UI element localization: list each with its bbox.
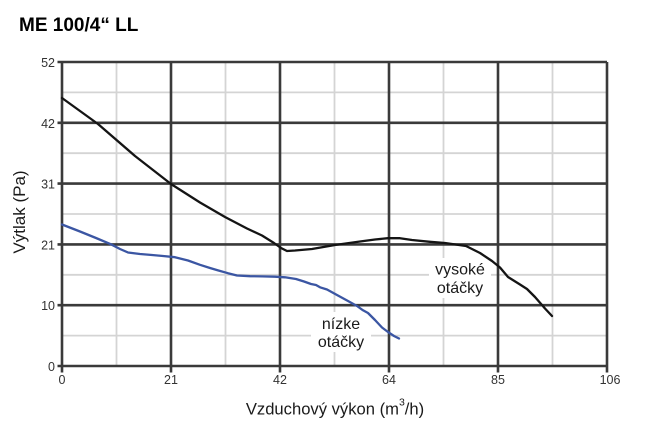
svg-text:21: 21 bbox=[41, 238, 55, 252]
svg-text:64: 64 bbox=[382, 373, 396, 387]
svg-text:Vzduchový výkon (m3/h): Vzduchový výkon (m3/h) bbox=[246, 397, 424, 419]
svg-text:vysoké: vysoké bbox=[435, 262, 485, 279]
svg-text:0: 0 bbox=[48, 360, 55, 374]
svg-text:21: 21 bbox=[164, 373, 178, 387]
svg-text:106: 106 bbox=[600, 373, 621, 387]
svg-text:0: 0 bbox=[59, 373, 66, 387]
svg-text:nízke: nízke bbox=[322, 316, 360, 333]
svg-text:10: 10 bbox=[41, 299, 55, 313]
svg-text:85: 85 bbox=[491, 373, 505, 387]
svg-text:Výtlak (Pa): Výtlak (Pa) bbox=[10, 170, 29, 253]
svg-text:42: 42 bbox=[41, 117, 55, 131]
svg-text:otáčky: otáčky bbox=[318, 334, 364, 351]
svg-text:ME 100/4“ LL: ME 100/4“ LL bbox=[19, 15, 139, 36]
svg-text:52: 52 bbox=[41, 56, 55, 70]
svg-text:42: 42 bbox=[273, 373, 287, 387]
svg-text:otáčky: otáčky bbox=[437, 280, 483, 297]
svg-text:31: 31 bbox=[41, 178, 55, 192]
